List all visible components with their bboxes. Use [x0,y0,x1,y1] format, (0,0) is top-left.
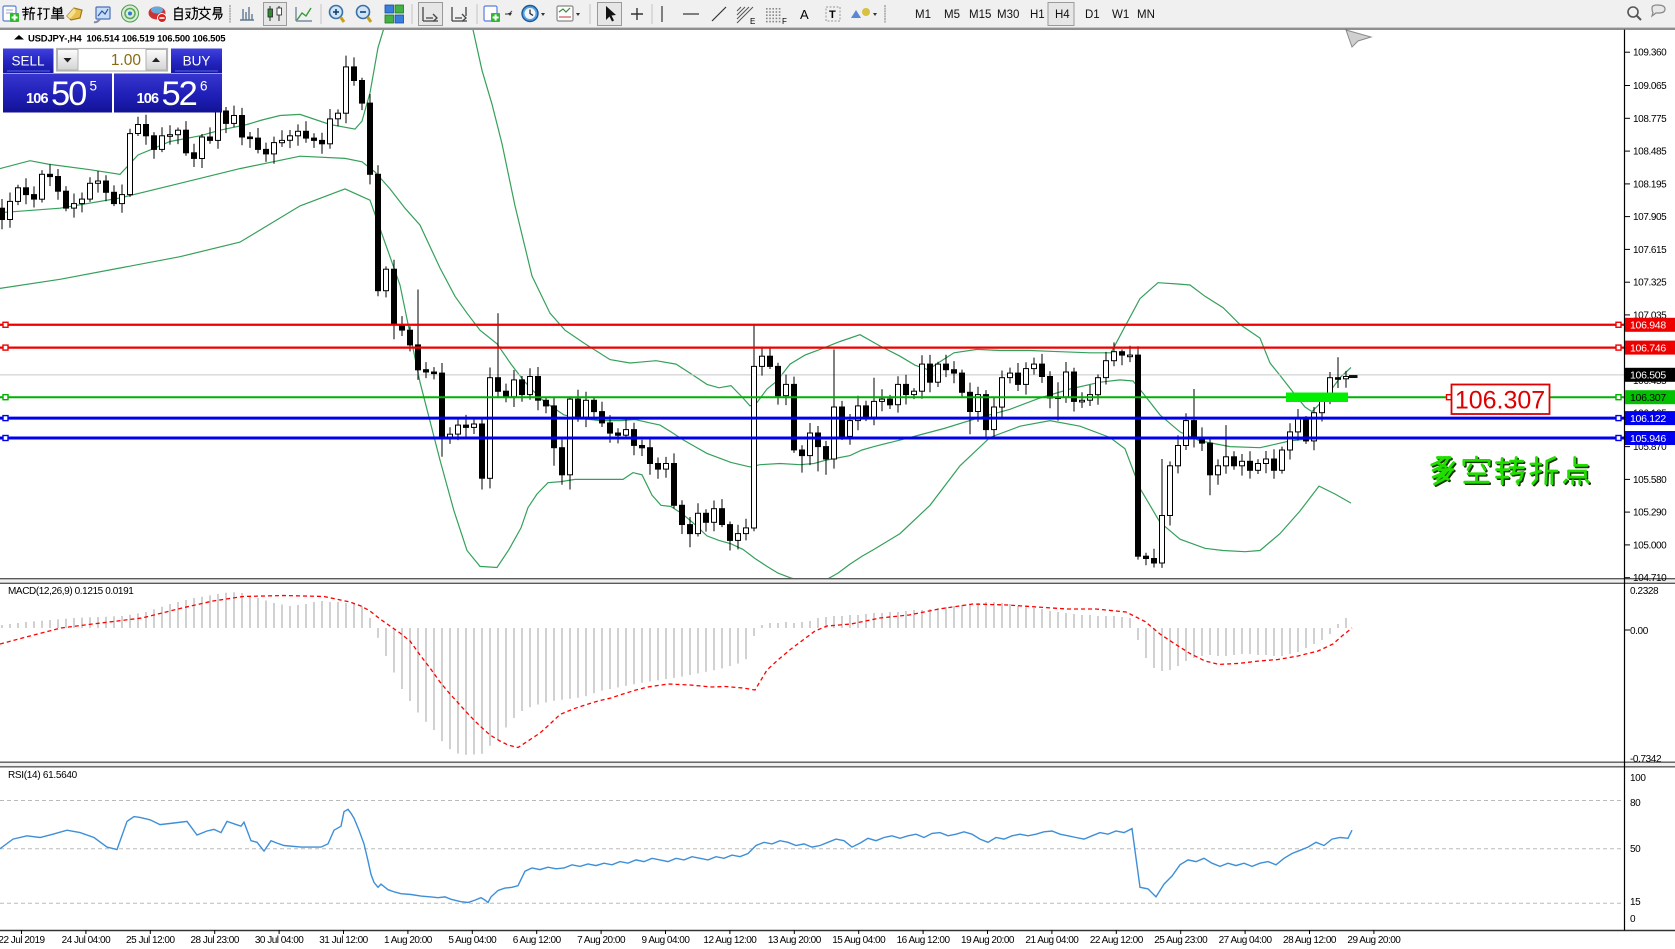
svg-text:50: 50 [1630,844,1641,855]
svg-text:106.948: 106.948 [1630,320,1666,332]
svg-text:105.290: 105.290 [1633,508,1667,519]
svg-text:22 Jul 2019: 22 Jul 2019 [0,935,46,946]
svg-text:25 Jul 12:00: 25 Jul 12:00 [126,935,175,946]
svg-text:E: E [750,17,755,26]
svg-text:19 Aug 20:00: 19 Aug 20:00 [961,935,1015,946]
svg-text:0.00: 0.00 [1630,626,1649,637]
svg-text:6 Aug 12:00: 6 Aug 12:00 [513,935,562,946]
svg-text:106: 106 [26,91,49,107]
svg-text:30 Jul 04:00: 30 Jul 04:00 [255,935,304,946]
svg-text:108.775: 108.775 [1633,114,1667,125]
svg-text:SELL: SELL [11,54,45,69]
svg-text:109.065: 109.065 [1633,81,1667,92]
svg-text:5: 5 [90,79,98,94]
svg-text:106.307: 106.307 [1455,387,1545,415]
svg-text:0: 0 [1630,914,1636,925]
svg-text:RSI(14) 61.5640: RSI(14) 61.5640 [8,770,78,781]
svg-text:1 Aug 20:00: 1 Aug 20:00 [384,935,433,946]
svg-text:106: 106 [137,91,160,107]
svg-text:31 Jul 12:00: 31 Jul 12:00 [319,935,368,946]
svg-text:105.870: 105.870 [1633,442,1667,453]
svg-text:107.615: 107.615 [1633,245,1667,256]
svg-text:105.580: 105.580 [1633,475,1667,486]
svg-text:108.195: 108.195 [1633,179,1667,190]
svg-text:106.505: 106.505 [1630,370,1666,382]
svg-text:27 Aug 04:00: 27 Aug 04:00 [1219,935,1273,946]
svg-text:105.946: 105.946 [1630,433,1666,445]
svg-text:1.00: 1.00 [111,52,142,69]
svg-text:106.746: 106.746 [1630,342,1666,354]
svg-text:16 Aug 12:00: 16 Aug 12:00 [897,935,951,946]
svg-text:15: 15 [1630,897,1641,908]
svg-text:T: T [829,9,836,21]
svg-text:M5: M5 [944,9,960,21]
svg-text:28 Jul 23:00: 28 Jul 23:00 [190,935,239,946]
svg-text:107.035: 107.035 [1633,310,1667,321]
svg-text:22 Aug 12:00: 22 Aug 12:00 [1090,935,1144,946]
svg-text:MACD(12,26,9) 0.1215 0.0191: MACD(12,26,9) 0.1215 0.0191 [8,586,134,597]
svg-text:107.325: 107.325 [1633,278,1667,289]
svg-text:12 Aug 12:00: 12 Aug 12:00 [703,935,757,946]
svg-text:7 Aug 20:00: 7 Aug 20:00 [577,935,626,946]
svg-text:106.307: 106.307 [1630,392,1666,404]
svg-text:105.000: 105.000 [1633,540,1667,551]
svg-text:H4: H4 [1055,9,1070,21]
svg-text:W1: W1 [1112,9,1129,21]
svg-text:107.905: 107.905 [1633,212,1667,223]
svg-text:52: 52 [162,75,197,113]
svg-text:9 Aug 04:00: 9 Aug 04:00 [642,935,691,946]
svg-text:M1: M1 [915,9,931,21]
svg-text:50: 50 [51,75,86,113]
svg-text:M30: M30 [997,9,1019,21]
svg-text:15 Aug 04:00: 15 Aug 04:00 [832,935,886,946]
svg-text:24 Jul 04:00: 24 Jul 04:00 [62,935,111,946]
svg-text:13 Aug 20:00: 13 Aug 20:00 [768,935,822,946]
svg-text:MN: MN [1137,9,1155,21]
svg-text:100: 100 [1630,773,1646,784]
svg-text:80: 80 [1630,798,1641,809]
svg-text:USDJPY-,H4 106.514 106.519 10: USDJPY-,H4 106.514 106.519 106.500 106.5… [28,34,226,45]
svg-text:104.710: 104.710 [1633,573,1667,584]
svg-text:-0.7342: -0.7342 [1630,754,1662,765]
svg-text:108.485: 108.485 [1633,147,1667,158]
svg-text:BUY: BUY [183,54,211,69]
svg-text:A: A [800,7,809,22]
svg-text:6: 6 [200,79,208,94]
svg-text:5 Aug 04:00: 5 Aug 04:00 [448,935,497,946]
svg-text:29 Aug 20:00: 29 Aug 20:00 [1347,935,1401,946]
svg-text:28 Aug 12:00: 28 Aug 12:00 [1283,935,1337,946]
svg-text:M15: M15 [969,9,991,21]
svg-text:H1: H1 [1030,9,1045,21]
svg-text:D1: D1 [1085,9,1100,21]
svg-text:25 Aug 23:00: 25 Aug 23:00 [1154,935,1208,946]
svg-text:106.122: 106.122 [1630,413,1666,425]
svg-text:21 Aug 04:00: 21 Aug 04:00 [1025,935,1079,946]
svg-text:0.2328: 0.2328 [1630,586,1659,597]
svg-text:F: F [782,17,787,26]
svg-text:109.360: 109.360 [1633,48,1667,59]
